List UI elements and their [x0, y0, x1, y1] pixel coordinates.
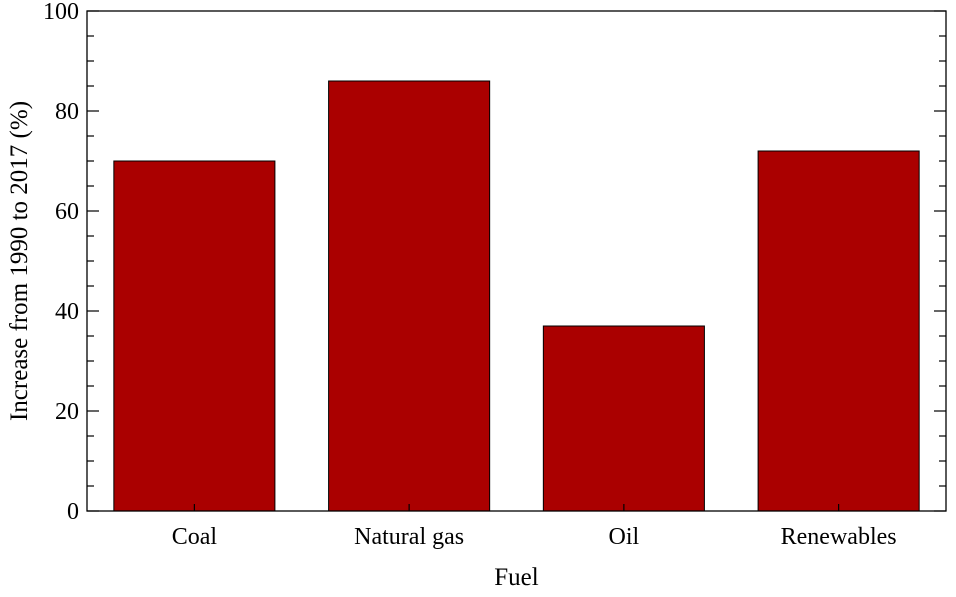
x-axis-title: Fuel	[494, 564, 539, 591]
x-tick-label: Renewables	[781, 524, 897, 550]
x-tick-label: Coal	[172, 524, 218, 550]
bar-renewables	[757, 150, 920, 512]
bars-group	[113, 80, 920, 512]
y-tick-label: 20	[55, 399, 79, 425]
bar-oil	[542, 325, 705, 512]
y-tick-label: 0	[67, 499, 79, 525]
plot-frame	[86, 10, 947, 512]
y-tick-label: 40	[55, 299, 79, 325]
y-tick-label: 80	[55, 99, 79, 125]
y-axis-title: Increase from 1990 to 2017 (%)	[6, 101, 33, 421]
x-tick-labels: Coal Natural gas Oil Renewables	[172, 524, 897, 550]
x-tick-label: Natural gas	[354, 524, 464, 550]
bar-coal	[113, 160, 276, 512]
x-tick-label: Oil	[609, 524, 640, 550]
y-tick-labels: 0 20 40 60 80 100	[43, 0, 79, 525]
bar-natural-gas	[328, 80, 491, 512]
y-tick-label: 100	[43, 0, 79, 25]
y-tick-label: 60	[55, 199, 79, 225]
